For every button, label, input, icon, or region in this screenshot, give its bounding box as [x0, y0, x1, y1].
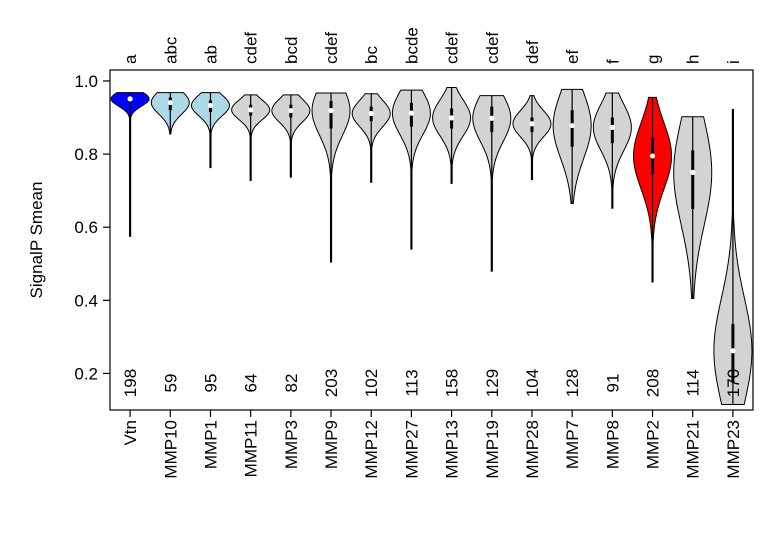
x-tick-label-Vtn: Vtn [121, 420, 140, 446]
median-MMP2 [649, 153, 656, 159]
x-tick-label-MMP8: MMP8 [603, 420, 622, 469]
median-MMP28 [529, 121, 535, 127]
x-tick-label-MMP23: MMP23 [724, 420, 743, 479]
plot-frame [109, 69, 754, 411]
group-letter-MMP1: ab [201, 45, 220, 64]
count-label-MMP2: 208 [644, 369, 663, 397]
violin-MMP12 [351, 93, 391, 183]
x-tick-label-MMP10: MMP10 [161, 420, 180, 479]
median-MMP10 [167, 99, 173, 106]
y-axis-label: SignalP Smean [27, 182, 46, 299]
median-MMP11 [248, 107, 254, 113]
x-tick-label-MMP12: MMP12 [362, 420, 381, 479]
x-tick-label-MMP1: MMP1 [201, 420, 220, 469]
count-label-MMP13: 158 [443, 369, 462, 397]
count-label-MMP23: 170 [724, 369, 743, 397]
x-tick-label-MMP2: MMP2 [644, 420, 663, 469]
count-label-MMP7: 128 [563, 369, 582, 397]
count-label-MMP12: 102 [362, 369, 381, 397]
group-letter-MMP10: abc [161, 36, 180, 64]
median-Vtn [127, 96, 133, 102]
violins-layer [110, 87, 753, 406]
violin-MMP9 [311, 92, 351, 263]
x-tick-label-MMP7: MMP7 [563, 420, 582, 469]
count-label-MMP28: 104 [523, 369, 542, 397]
y-tick-label-1: 0.4 [74, 291, 98, 310]
count-label-MMP1: 95 [201, 374, 220, 393]
x-tick-label-MMP13: MMP13 [443, 420, 462, 479]
y-tick-label-0: 0.2 [74, 364, 98, 383]
group-letter-MMP27: bcde [402, 27, 421, 64]
count-label-MMP3: 82 [282, 374, 301, 393]
group-letter-MMP28: def [523, 40, 542, 64]
group-letter-MMP7: ef [563, 50, 582, 64]
count-label-MMP10: 59 [161, 374, 180, 393]
x-tick-label-MMP3: MMP3 [282, 420, 301, 469]
y-tick-label-3: 0.8 [74, 145, 98, 164]
median-MMP12 [368, 110, 374, 117]
count-label-MMP21: 114 [684, 369, 703, 396]
group-letters-layer: a abc ab cdef bcd cdef bc bcde cdef cdef def ef f g h i [121, 27, 743, 64]
x-tick-label-MMP11: MMP11 [242, 420, 261, 477]
group-letter-MMP2: g [644, 55, 663, 64]
counts-layer: 198 59 95 64 82 203 102 113 158 129 104 128 91 208 114… [121, 369, 743, 397]
group-letter-MMP12: bc [362, 46, 381, 64]
violin-MMP1 [190, 92, 230, 169]
x-tick-label-MMP19: MMP19 [483, 420, 502, 479]
violin-MMP27 [391, 89, 431, 250]
violin-MMP10 [150, 92, 190, 135]
group-letter-Vtn: a [121, 54, 140, 64]
median-MMP8 [609, 124, 615, 130]
violin-MMP11 [231, 94, 271, 181]
violin-MMP19 [472, 95, 512, 272]
violin-MMP8 [592, 92, 632, 209]
group-letter-MMP3: bcd [282, 37, 301, 64]
x-tick-label-MMP21: MMP21 [684, 420, 703, 479]
y-tick-label-2: 0.6 [74, 218, 98, 237]
violin-MMP23 [713, 108, 753, 406]
median-MMP13 [448, 115, 455, 121]
group-letter-MMP9: cdef [322, 32, 341, 64]
median-MMP7 [569, 122, 575, 129]
y-axis: 0.2 0.4 0.6 0.8 1.0 [74, 72, 110, 383]
group-letter-MMP23: i [724, 60, 743, 64]
median-MMP19 [489, 115, 495, 121]
x-tick-label-MMP9: MMP9 [322, 420, 341, 469]
group-letter-MMP13: cdef [443, 32, 462, 64]
median-MMP9 [328, 107, 334, 114]
count-label-Vtn: 198 [121, 369, 140, 397]
median-MMP21 [690, 169, 696, 175]
median-MMP3 [288, 107, 294, 114]
group-letter-MMP21: h [684, 55, 703, 64]
x-axis-labels: Vtn MMP10 MMP1 MMP11 MMP3 MMP9 MMP12 MMP27 MMP13… [121, 410, 743, 479]
violin-MMP28 [512, 95, 552, 181]
y-tick-label-4: 1.0 [74, 72, 98, 91]
count-label-MMP8: 91 [603, 374, 622, 393]
group-letter-MMP11: cdef [242, 32, 261, 64]
group-letter-MMP19: cdef [483, 32, 502, 64]
median-MMP1 [207, 102, 214, 109]
violin-MMP7 [552, 88, 592, 204]
violin-MMP2 [633, 96, 673, 283]
violin-MMP13 [432, 87, 472, 184]
count-label-MMP27: 113 [402, 369, 421, 396]
count-label-MMP11: 64 [242, 374, 261, 393]
count-label-MMP9: 203 [322, 369, 341, 397]
median-MMP23 [730, 348, 736, 354]
x-tick-label-MMP28: MMP28 [523, 420, 542, 479]
count-label-MMP19: 129 [483, 369, 502, 397]
violin-MMP21 [673, 116, 713, 299]
x-tick-label-MMP27: MMP27 [402, 420, 421, 479]
violin-Vtn [110, 92, 150, 237]
violin-MMP3 [271, 94, 311, 178]
median-MMP27 [408, 110, 415, 116]
group-letter-MMP8: f [603, 59, 622, 64]
